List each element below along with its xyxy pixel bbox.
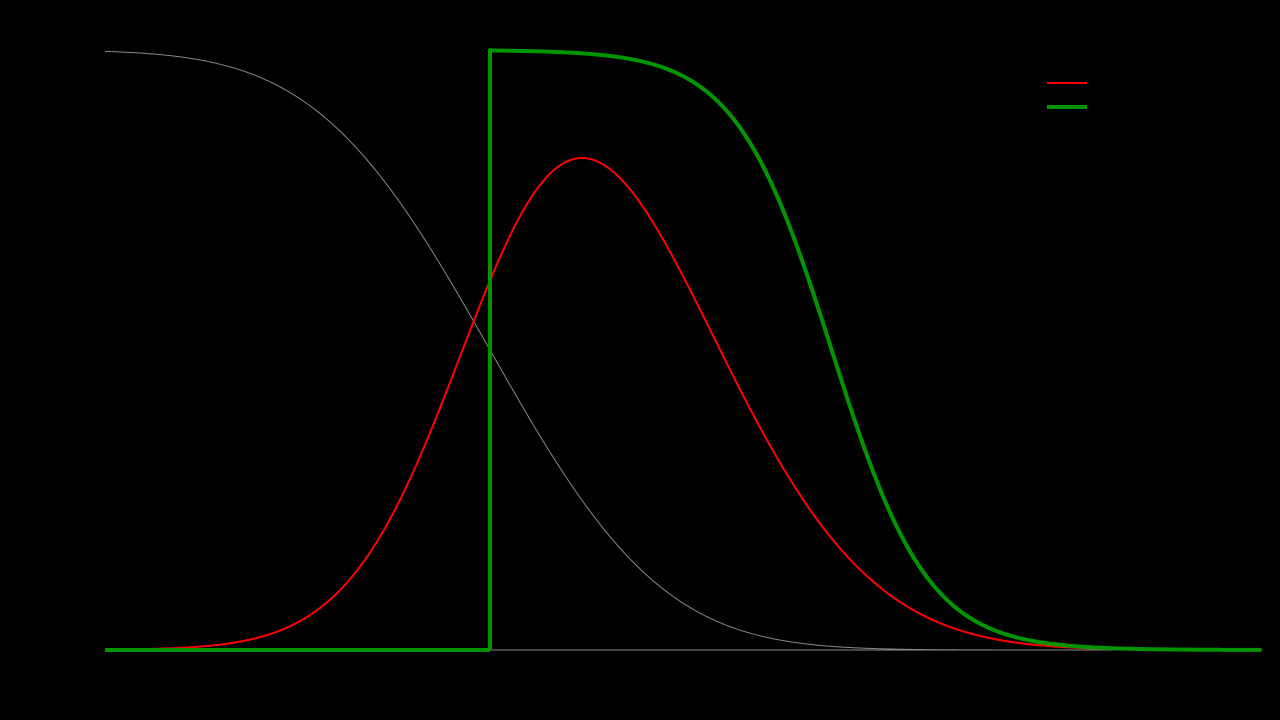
probability-chart <box>0 0 1280 720</box>
